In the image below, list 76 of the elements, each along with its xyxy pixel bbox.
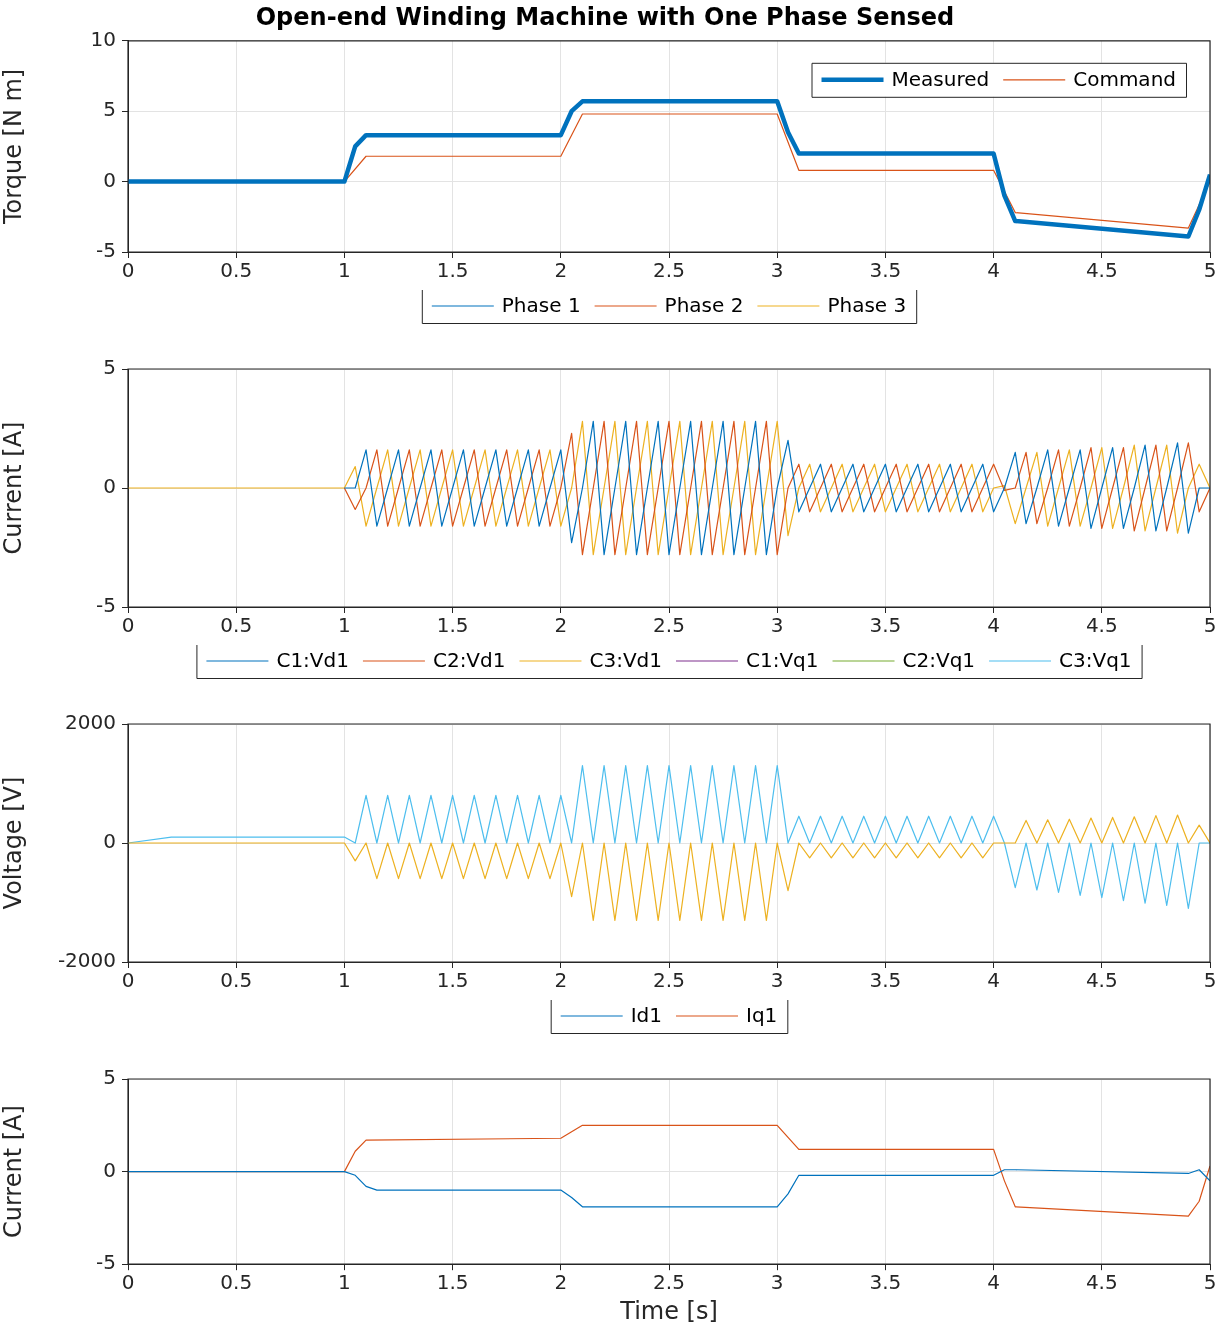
y-tick-label: -5 bbox=[96, 238, 116, 263]
x-tick-label: 2.5 bbox=[653, 258, 685, 283]
x-tick-label: 0 bbox=[121, 258, 135, 283]
y-tick-label: 0 bbox=[103, 167, 116, 192]
x-tick-label: 3.5 bbox=[869, 1270, 902, 1295]
x-tick-label: 2 bbox=[554, 613, 568, 638]
x-tick-label: 1.5 bbox=[436, 1270, 469, 1295]
y-axis-title: Current [A] bbox=[0, 421, 27, 555]
x-tick-label: 3.5 bbox=[869, 613, 902, 638]
x-tick-label: 0 bbox=[121, 1270, 135, 1295]
legend-label: C3:Vd1 bbox=[589, 648, 662, 673]
legend-label: Phase 2 bbox=[664, 293, 744, 318]
legend-label: Iq1 bbox=[746, 1003, 778, 1028]
x-tick-label: 0.5 bbox=[220, 258, 253, 283]
legend-label: Phase 1 bbox=[501, 293, 581, 318]
y-tick-label: 5 bbox=[103, 355, 116, 380]
legend-label: C3:Vq1 bbox=[1059, 648, 1132, 673]
x-tick-label: 4 bbox=[987, 968, 1000, 993]
legend-label: Command bbox=[1073, 67, 1176, 91]
x-tick-label: 4 bbox=[987, 613, 1000, 638]
y-tick-label: 5 bbox=[103, 1065, 116, 1090]
x-tick-label: 0.5 bbox=[220, 968, 253, 993]
y-tick-label: 2000 bbox=[65, 710, 116, 735]
x-tick-label: 2 bbox=[554, 968, 568, 993]
x-tick-label: 1.5 bbox=[436, 968, 469, 993]
y-tick-label: 0 bbox=[103, 1157, 116, 1182]
x-tick-label: 1 bbox=[338, 613, 351, 638]
x-tick-label: 0 bbox=[121, 613, 135, 638]
y-tick-label: 5 bbox=[103, 97, 116, 122]
x-tick-label: 3 bbox=[770, 968, 784, 993]
x-tick-label: 1 bbox=[338, 968, 351, 993]
legend-label: C1:Vq1 bbox=[746, 648, 819, 673]
legend-label: C2:Vd1 bbox=[432, 648, 506, 673]
x-tick-label: 3.5 bbox=[869, 968, 902, 993]
x-tick-label: 1 bbox=[338, 1270, 351, 1295]
legend-label: C2:Vq1 bbox=[902, 648, 976, 673]
x-tick-label: 0.5 bbox=[220, 1270, 253, 1295]
y-tick-label: -5 bbox=[96, 593, 116, 618]
x-tick-label: 3 bbox=[770, 1270, 784, 1295]
x-tick-label: 4 bbox=[987, 258, 1000, 283]
legend-label: Phase 3 bbox=[827, 293, 907, 318]
y-tick-label: -5 bbox=[96, 1250, 116, 1275]
x-tick-label: 2.5 bbox=[653, 1270, 685, 1295]
y-axis-title: Current [A] bbox=[0, 1105, 27, 1239]
x-tick-label: 4.5 bbox=[1085, 1270, 1118, 1295]
x-tick-label: 3 bbox=[770, 258, 784, 283]
y-tick-label: 0 bbox=[103, 474, 116, 499]
x-tick-label: 2 bbox=[554, 1270, 568, 1295]
y-axis-title: Voltage [V] bbox=[0, 776, 27, 910]
x-tick-label: 4.5 bbox=[1085, 613, 1118, 638]
x-tick-label: 3 bbox=[770, 613, 784, 638]
legend-label: Measured bbox=[891, 67, 990, 91]
x-tick-label: 0.5 bbox=[220, 613, 253, 638]
x-tick-label: 2 bbox=[554, 258, 568, 283]
legend-label: Id1 bbox=[630, 1003, 663, 1028]
x-tick-label: 5 bbox=[1203, 258, 1217, 283]
x-tick-label: 2.5 bbox=[653, 968, 685, 993]
y-tick-label: 10 bbox=[90, 27, 116, 51]
x-tick-label: 1 bbox=[338, 258, 351, 283]
chart-title: Open-end Winding Machine with One Phase Sensed bbox=[255, 2, 955, 31]
y-tick-label: -2000 bbox=[57, 948, 116, 973]
x-tick-label: 0 bbox=[121, 968, 135, 993]
legend-label: C1:Vd1 bbox=[276, 648, 349, 673]
x-tick-label: 2.5 bbox=[653, 613, 685, 638]
x-tick-label: 3.5 bbox=[869, 258, 902, 283]
x-tick-label: 4.5 bbox=[1085, 258, 1118, 283]
x-tick-label: 5 bbox=[1203, 968, 1217, 993]
x-tick-label: 1.5 bbox=[436, 613, 469, 638]
x-tick-label: 5 bbox=[1203, 613, 1217, 638]
y-tick-label: 0 bbox=[103, 829, 116, 854]
x-tick-label: 4 bbox=[987, 1270, 1000, 1295]
x-tick-label: 1.5 bbox=[436, 258, 469, 283]
x-axis-title: Time [s] bbox=[619, 1296, 718, 1325]
x-tick-label: 5 bbox=[1203, 1270, 1217, 1295]
y-axis-title: Torque [N m] bbox=[0, 68, 27, 226]
x-tick-label: 4.5 bbox=[1085, 968, 1118, 993]
